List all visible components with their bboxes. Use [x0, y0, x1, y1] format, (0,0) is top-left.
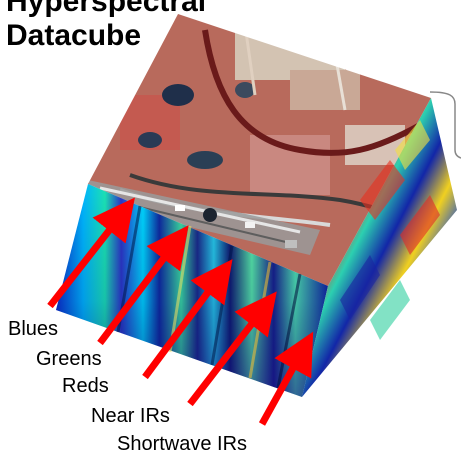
arrow-greens	[97, 225, 189, 346]
label-greens: Greens	[36, 348, 102, 370]
label-blues: Blues	[8, 318, 59, 340]
cube-right-face	[302, 98, 457, 397]
band-arrows	[47, 197, 314, 426]
cube-top-face	[88, 14, 431, 286]
arrow-near-irs	[187, 291, 277, 407]
diagram-title: Hyperspectral Datacube	[6, 0, 206, 53]
title-line-2: Datacube	[6, 19, 142, 52]
label-reds: Reds	[62, 375, 109, 397]
arrow-blues	[47, 197, 135, 309]
arrow-shortwave-irs	[258, 331, 314, 426]
title-line-1: Hyperspectral	[6, 0, 207, 18]
label-near-irs: Near IRs	[91, 405, 170, 427]
label-shortwave-irs: Shortwave IRs	[117, 433, 248, 455]
annotation-bracket	[429, 91, 461, 159]
arrow-reds	[142, 259, 233, 380]
